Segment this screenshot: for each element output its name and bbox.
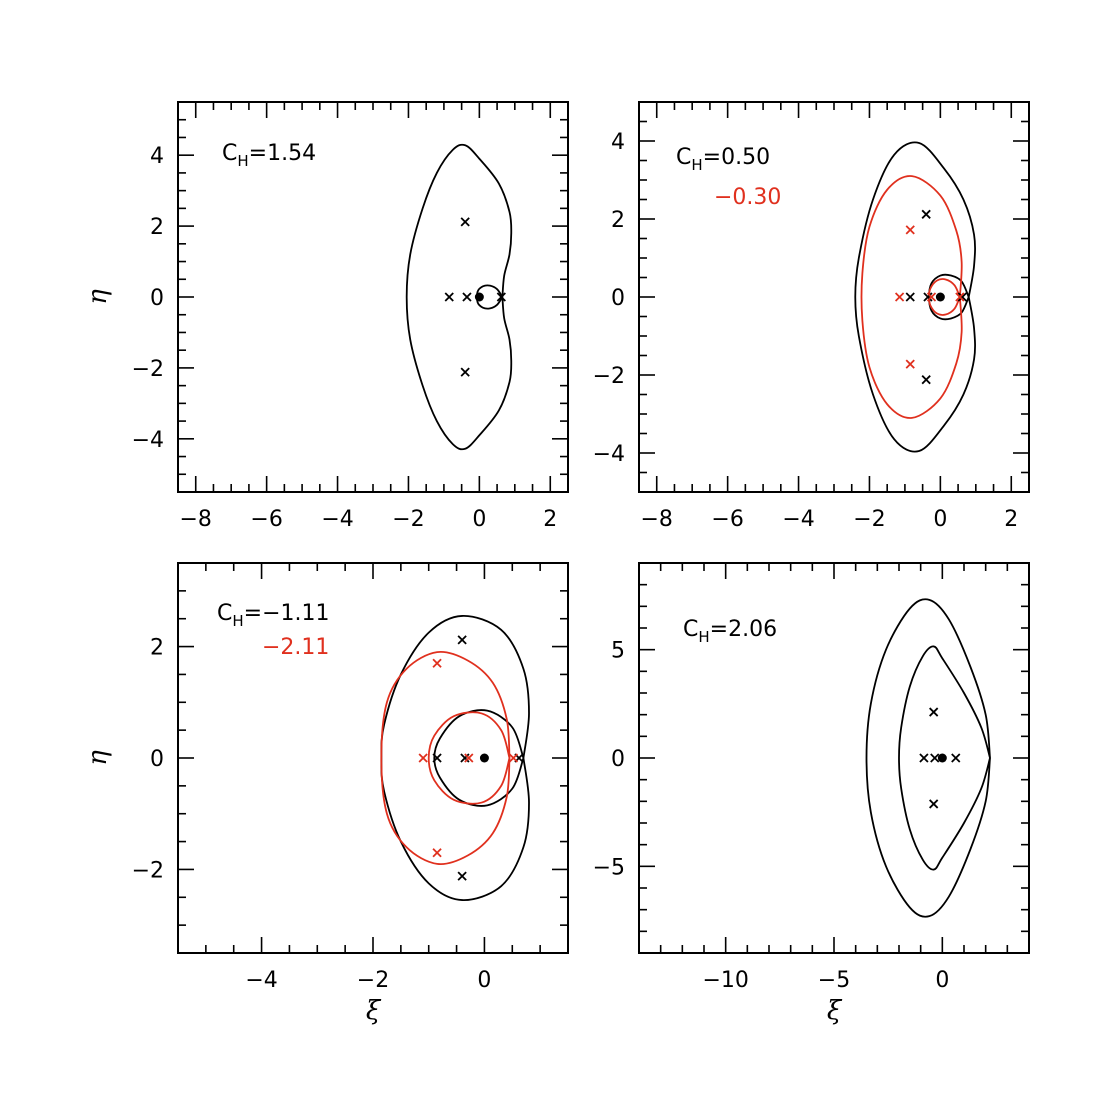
- annotation-ch-value: CH=0.50: [676, 145, 770, 174]
- x-tick-label: −6: [711, 507, 743, 532]
- x-tick-label: −4: [782, 507, 814, 532]
- x-tick-label: −8: [180, 507, 212, 532]
- contour-curve-red: [380, 650, 511, 866]
- panel-bottom-right: −10 −5 0 −5 0 5 ξ CH=2.06: [593, 562, 1030, 1026]
- lagrange-point-marker-red: [418, 753, 428, 763]
- y-tick-label: −2: [132, 357, 164, 382]
- x-tick-label: −5: [818, 968, 850, 993]
- plot-area: [380, 615, 530, 901]
- lagrange-point-marker-red: [508, 753, 519, 763]
- x-tick-label: 0: [933, 507, 947, 532]
- lagrange-point-marker-black: [460, 753, 470, 763]
- contour-curve-black: [433, 709, 525, 807]
- x-tick-label: −6: [250, 507, 282, 532]
- panel-top-left: −8 −6 −4 −2 0 2 −4 −2 0 2 4 η CH=1.54: [83, 101, 569, 532]
- contour-curve-black: [898, 645, 991, 871]
- x-tick-label: 2: [1004, 507, 1018, 532]
- y-tick-label: 0: [611, 286, 625, 311]
- plot-area: [405, 143, 513, 451]
- y-tick-label: 2: [150, 215, 164, 240]
- y-tick-label: −2: [132, 858, 164, 883]
- y-tick-label: 2: [611, 208, 625, 233]
- x-tick-label: −2: [392, 507, 424, 532]
- annotation-ch-value: CH=2.06: [683, 617, 777, 646]
- annotation-ch-value: −2.11: [262, 635, 329, 660]
- lagrange-point-marker-red: [432, 848, 442, 858]
- y-tick-label: 4: [611, 130, 625, 155]
- y-tick-label: 4: [150, 144, 164, 169]
- lagrange-point-marker-black: [930, 753, 940, 763]
- y-tick-label: 0: [150, 747, 164, 772]
- lagrange-point-marker-black: [921, 375, 931, 385]
- y-tick-label: 0: [150, 286, 164, 311]
- contour-curve-red: [860, 175, 963, 419]
- y-axis-label: η: [83, 750, 113, 766]
- lagrange-point-marker-black: [444, 292, 454, 302]
- lagrange-point-marker-red: [894, 292, 905, 302]
- x-tick-label: 0: [477, 968, 491, 993]
- lagrange-point-marker-black: [462, 292, 472, 302]
- lagrange-point-marker-black: [457, 635, 467, 645]
- y-tick-label: −4: [132, 428, 164, 453]
- lagrange-point-marker-black: [460, 367, 470, 377]
- plot-area: [865, 598, 991, 918]
- x-tick-label: −8: [641, 507, 673, 532]
- contour-curve-black: [854, 141, 976, 453]
- lagrange-point-marker-red: [905, 359, 915, 369]
- contour-curve-black: [405, 143, 513, 451]
- lagrange-point-marker-black: [460, 217, 470, 227]
- annotation-ch-value: CH=−1.11: [217, 601, 330, 630]
- y-tick-label: 5: [611, 639, 625, 664]
- lagrange-point-marker-black: [496, 292, 506, 302]
- central-body-dot: [935, 292, 945, 302]
- annotation-ch-value: CH=1.54: [222, 141, 316, 170]
- central-body-dot: [937, 753, 947, 763]
- plot-area: [854, 141, 976, 453]
- y-tick-label: −4: [593, 442, 625, 467]
- y-tick-label: −5: [593, 855, 625, 880]
- lagrange-point-marker-black: [929, 799, 939, 809]
- x-tick-label: −10: [702, 968, 748, 993]
- central-body-dot: [479, 753, 489, 763]
- panel-top-right: −8 −6 −4 −2 0 2 −4 −2 0 2 4 CH=0.50 −0.30: [593, 101, 1030, 532]
- central-body-dot: [474, 292, 484, 302]
- x-tick-label: −4: [245, 968, 277, 993]
- lagrange-point-marker-black: [921, 209, 931, 219]
- lagrange-point-marker-black: [923, 292, 933, 302]
- lagrange-point-marker-red: [905, 225, 915, 235]
- lagrange-point-marker-black: [957, 292, 967, 302]
- lagrange-point-marker-black: [951, 753, 961, 763]
- x-axis-label: ξ: [366, 996, 382, 1026]
- lagrange-point-marker-black: [919, 753, 929, 763]
- x-tick-label: 2: [543, 507, 557, 532]
- x-tick-label: −2: [357, 968, 389, 993]
- x-axis-label: ξ: [827, 996, 843, 1026]
- lagrange-point-marker-red: [955, 292, 965, 302]
- lagrange-point-marker-black: [905, 292, 915, 302]
- x-tick-label: 0: [472, 507, 486, 532]
- y-axis-label: η: [83, 289, 113, 305]
- contour-curve-red: [427, 711, 511, 805]
- lagrange-point-marker-black: [457, 871, 467, 881]
- y-tick-label: −2: [593, 364, 625, 389]
- x-tick-label: −2: [853, 507, 885, 532]
- lagrange-point-marker-black: [432, 753, 442, 763]
- contour-curve-black: [380, 615, 530, 901]
- x-tick-label: 0: [935, 968, 949, 993]
- annotation-ch-value: −0.30: [714, 185, 781, 210]
- x-tick-label: −4: [321, 507, 353, 532]
- lagrange-point-marker-red: [464, 753, 474, 763]
- lagrange-point-marker-red: [926, 292, 937, 302]
- y-tick-label: 2: [150, 636, 164, 661]
- contour-curve-black: [865, 598, 991, 918]
- lagrange-point-marker-black: [929, 707, 939, 717]
- y-tick-label: 0: [611, 747, 625, 772]
- lagrange-point-marker-red: [432, 658, 442, 668]
- panel-bottom-left: −4 −2 0 −2 0 2 ξ η CH=−1.11 −2.11: [83, 562, 569, 1026]
